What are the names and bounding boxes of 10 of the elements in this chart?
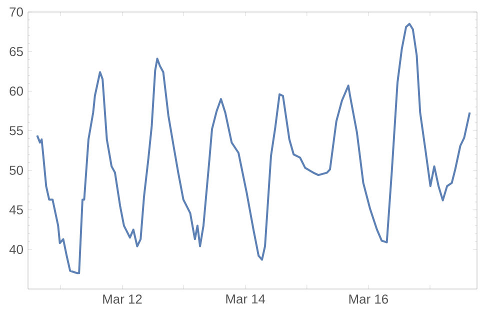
x-tick-label: Mar 16 <box>349 294 388 304</box>
y-tick-label: 40 <box>9 244 23 254</box>
y-tick-label: 45 <box>9 205 23 214</box>
y-tick-label: 65 <box>10 46 23 56</box>
y-tick-label: 60 <box>10 86 23 96</box>
x-tick-label: Mar 12 <box>103 294 142 304</box>
x-tick-label: Mar 14 <box>226 294 266 304</box>
y-tick-label: 50 <box>10 166 23 175</box>
y-tick-label: 55 <box>10 126 23 136</box>
y-tick-label: 70 <box>10 7 23 17</box>
